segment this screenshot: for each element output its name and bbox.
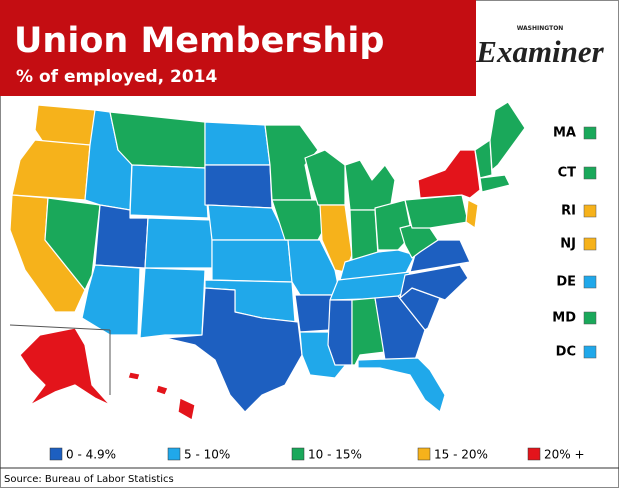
legend-swatch xyxy=(291,447,305,461)
small-state-swatch xyxy=(583,237,597,251)
small-state-label: CT xyxy=(558,166,577,181)
small-state-swatch xyxy=(583,311,597,325)
legend-label: 0 - 4.9% xyxy=(66,448,116,462)
state-shape xyxy=(465,199,479,229)
state-shape xyxy=(211,239,293,283)
state-shape xyxy=(357,357,446,413)
small-state-label: DE xyxy=(556,275,576,290)
title: Union Membership xyxy=(14,21,384,61)
state-shape xyxy=(204,164,273,209)
state-shape xyxy=(164,287,303,413)
small-state-swatch xyxy=(583,345,597,359)
state-shape xyxy=(404,194,469,229)
legend-swatch xyxy=(167,447,181,461)
small-state-swatch xyxy=(583,204,597,218)
legend-swatch xyxy=(417,447,431,461)
logo-kicker: WASHINGTON xyxy=(517,25,564,32)
small-state-label: RI xyxy=(561,204,576,219)
state-shape xyxy=(204,121,271,166)
state-shape xyxy=(144,217,213,269)
state-shape xyxy=(474,139,493,179)
state-shape xyxy=(417,149,481,199)
header-banner xyxy=(0,0,476,96)
logo-name: Examiner xyxy=(475,34,604,69)
state-shape xyxy=(44,197,101,291)
source: Source: Bureau of Labor Statistics xyxy=(4,474,174,485)
small-state-swatch xyxy=(583,126,597,140)
small-state-label: NJ xyxy=(560,237,576,252)
small-state-label: MA xyxy=(553,126,576,141)
us-map xyxy=(9,101,526,421)
inset-divider xyxy=(9,324,111,331)
small-state-label: MD xyxy=(552,311,576,326)
legend-swatch xyxy=(49,447,63,461)
legend-swatch xyxy=(527,447,541,461)
legend-label: 10 - 15% xyxy=(308,448,362,462)
legend-label: 5 - 10% xyxy=(184,448,230,462)
small-state-swatch xyxy=(583,166,597,180)
state-shape xyxy=(399,264,469,301)
legend-label: 15 - 20% xyxy=(434,448,488,462)
state-shape xyxy=(19,327,111,406)
state-shape xyxy=(374,295,426,361)
state-shape xyxy=(327,299,353,366)
legend-label: 20% + xyxy=(544,448,585,462)
state-shape xyxy=(139,267,206,339)
state-shape xyxy=(264,124,319,201)
state-shape xyxy=(479,174,511,193)
small-state-swatch xyxy=(583,275,597,289)
state-shape xyxy=(489,101,526,171)
state-shape xyxy=(155,384,169,396)
subtitle: % of employed, 2014 xyxy=(16,67,218,87)
state-shape xyxy=(129,164,209,219)
state-shape xyxy=(127,371,141,381)
small-state-label: DC xyxy=(556,345,576,360)
state-shape xyxy=(34,104,96,146)
state-shape xyxy=(177,397,196,421)
